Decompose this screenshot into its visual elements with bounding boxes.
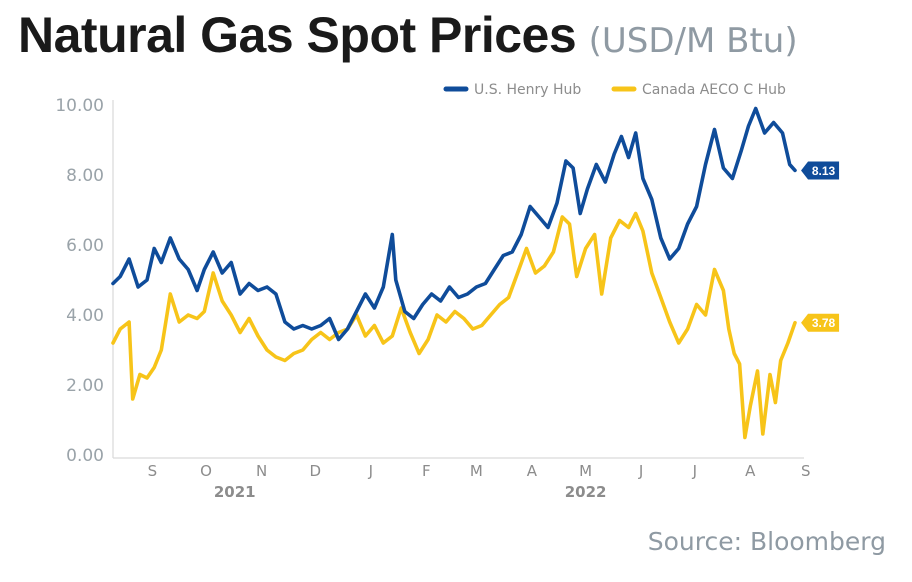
end-value-tag (801, 161, 840, 180)
end-value-tag (801, 313, 840, 332)
legend: U.S. Henry Hub Canada AECO C Hub (443, 82, 786, 98)
chart-title: Natural Gas Spot Prices (18, 7, 577, 63)
series-line-aeco (111, 211, 797, 440)
legend-label: U.S. Henry Hub (474, 82, 581, 98)
end-labels: 8.13 3.78 (801, 161, 840, 332)
x-tick-label: O (200, 462, 212, 480)
y-tick-label: 6.00 (66, 236, 104, 256)
x-year-label: 2022 (565, 483, 607, 501)
x-tick-label: J (368, 462, 373, 480)
x-tick-label: J (638, 462, 643, 480)
x-tick-label: S (148, 462, 158, 480)
x-tick-label: M (579, 462, 592, 480)
legend-label: Canada AECO C Hub (642, 82, 786, 98)
plot-area (111, 106, 797, 440)
end-value-label: 8.13 (812, 164, 836, 178)
chart-subtitle: (USD/M Btu) (588, 21, 798, 61)
y-tick-label: 10.00 (55, 96, 104, 116)
x-year-label: 2021 (214, 483, 256, 501)
x-tick-label: M (470, 462, 483, 480)
series-line-henry-hub (111, 106, 797, 342)
x-tick-label: A (527, 462, 538, 480)
y-tick-label: 4.00 (66, 306, 104, 326)
source-note: Source: Bloomberg (647, 527, 886, 556)
end-value-label: 3.78 (812, 316, 836, 330)
y-tick-label: 8.00 (66, 166, 104, 186)
y-tick-label: 0.00 (66, 446, 104, 466)
title-row: Natural Gas Spot Prices (USD/M Btu) (18, 6, 798, 64)
x-tick-label: D (310, 462, 322, 480)
x-tick-label: F (422, 462, 431, 480)
x-axis: S O N D J F M A M J J A S 2021 2022 (113, 457, 811, 501)
x-tick-label: S (801, 462, 811, 480)
y-axis: 0.00 2.00 4.00 6.00 8.00 10.00 (55, 96, 114, 466)
x-tick-label: J (692, 462, 697, 480)
x-tick-label: A (745, 462, 756, 480)
x-tick-label: N (256, 462, 267, 480)
y-tick-label: 2.00 (66, 376, 104, 396)
